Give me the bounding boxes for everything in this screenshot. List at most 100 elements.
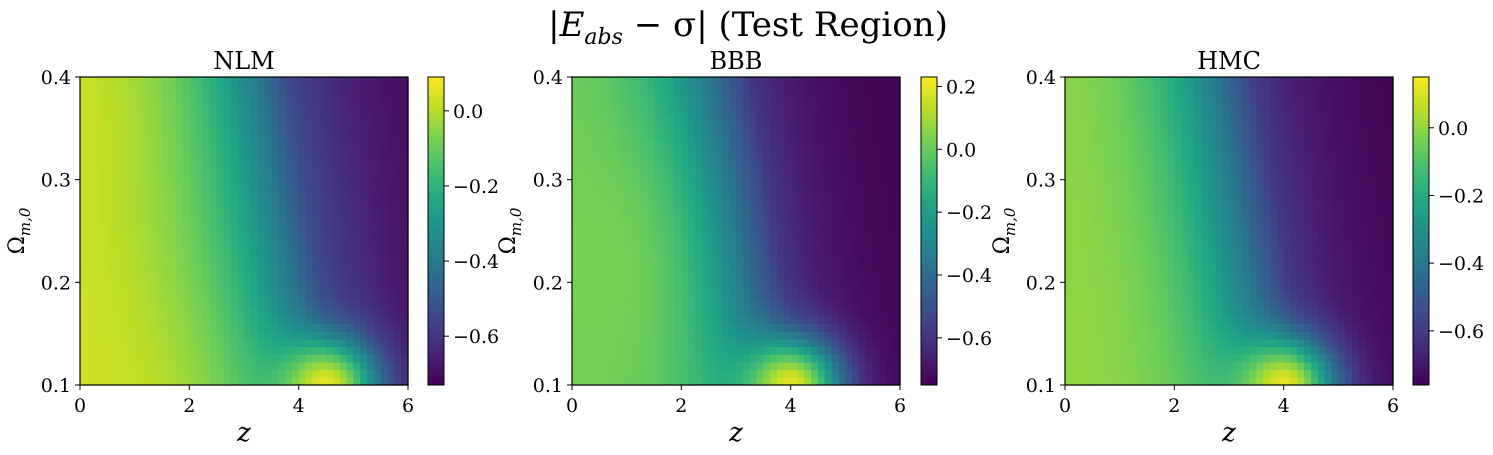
heatmap-cell (831, 354, 840, 363)
heatmap-cell (319, 184, 327, 194)
heatmap-cell (134, 315, 143, 324)
heatmap-cell (1071, 200, 1080, 209)
heatmap-cell (1194, 84, 1203, 93)
heatmap-cell (305, 92, 313, 101)
heatmap-cell (127, 192, 136, 201)
heatmap-cell (626, 292, 635, 301)
heatmap-cell (886, 300, 894, 309)
heatmap-cell (763, 107, 771, 117)
heatmap-cell (291, 308, 300, 317)
heatmap-cell (1106, 231, 1114, 240)
heatmap-cell (312, 192, 320, 201)
heatmap-cell (1106, 338, 1114, 348)
heatmap-cell (189, 184, 197, 194)
heatmap-cell (80, 300, 88, 309)
heatmap-cell (121, 331, 129, 340)
heatmap-cell (845, 92, 853, 101)
heatmap-cell (148, 107, 156, 117)
heatmap-cell (162, 292, 170, 301)
heatmap-cell (818, 169, 826, 178)
heatmap-cell (1222, 284, 1230, 294)
heatmap-cell (80, 284, 88, 294)
heatmap-cell (790, 308, 799, 317)
heatmap-cell (701, 354, 710, 363)
heatmap-cell (667, 354, 676, 363)
heatmap-cell (127, 369, 136, 378)
heatmap-cell (770, 223, 778, 232)
heatmap-cell (86, 354, 95, 363)
heatmap-cell (1229, 84, 1237, 93)
heatmap-cell (893, 292, 901, 301)
heatmap-cell (872, 115, 881, 124)
heatmap-cell (674, 77, 682, 86)
heatmap-cell (736, 184, 744, 194)
heatmap-cell (114, 300, 122, 309)
heatmap-cell (1112, 354, 1121, 363)
heatmap-cell (1119, 338, 1128, 348)
heatmap-cell (148, 169, 156, 178)
heatmap-cell (804, 192, 812, 201)
heatmap-cell (1078, 200, 1087, 209)
heatmap-cell (667, 84, 676, 93)
heatmap-cell (291, 107, 300, 117)
heatmap-cell (1112, 77, 1121, 86)
heatmap-cell (838, 92, 846, 101)
heatmap-cell (353, 238, 361, 247)
heatmap-cell (1229, 161, 1237, 170)
heatmap-cell (121, 130, 129, 140)
heatmap-cell (141, 377, 149, 386)
heatmap-cell (162, 300, 170, 309)
heatmap-cell (209, 292, 218, 301)
heatmap-cell (1222, 123, 1230, 132)
heatmap-cell (1201, 331, 1210, 340)
heatmap-cell (811, 161, 819, 170)
heatmap-cell (1078, 331, 1087, 340)
heatmap-cell (360, 292, 368, 301)
heatmap-cell (865, 238, 874, 247)
heatmap-cell (121, 308, 129, 317)
heatmap-cell (695, 308, 703, 317)
heatmap-cell (346, 277, 354, 286)
heatmap-cell (291, 277, 300, 286)
heatmap-cell (1099, 161, 1107, 170)
heatmap-cell (278, 100, 286, 109)
heatmap-cell (688, 377, 696, 386)
heatmap-cell (647, 192, 655, 201)
heatmap-cell (1194, 200, 1203, 209)
heatmap-cell (708, 115, 717, 124)
heatmap-cell (804, 207, 812, 217)
heatmap-cell (141, 254, 149, 263)
heatmap-cell (763, 377, 771, 386)
heatmap-cell (216, 254, 225, 263)
heatmap-cell (1153, 138, 1162, 147)
heatmap-cell (811, 292, 819, 301)
heatmap-cell (107, 354, 115, 363)
heatmap-cell (1215, 269, 1223, 278)
heatmap-cell (715, 315, 723, 324)
heatmap-cell (86, 184, 95, 194)
heatmap-cell (237, 292, 245, 301)
heatmap-cell (872, 138, 881, 147)
heatmap-cell (380, 315, 389, 324)
heatmap-cell (1229, 277, 1237, 286)
heatmap-cell (216, 161, 225, 170)
heatmap-cell (633, 223, 641, 232)
heatmap-cell (606, 254, 614, 263)
heatmap-cell (203, 223, 211, 232)
heatmap-cell (367, 369, 375, 378)
heatmap-cell (606, 77, 614, 86)
heatmap-cell (1147, 284, 1155, 294)
heatmap-cell (865, 369, 874, 378)
heatmap-cell (1147, 254, 1155, 263)
heatmap-cell (373, 184, 382, 194)
heatmap-cell (1119, 77, 1128, 86)
heatmap-cell (633, 177, 641, 186)
heatmap-cell (1153, 284, 1162, 294)
heatmap-cell (1174, 161, 1182, 170)
heatmap-cell (230, 300, 238, 309)
heatmap-cell (742, 107, 751, 117)
heatmap-cell (1167, 308, 1175, 317)
heatmap-cell (175, 308, 184, 317)
heatmap-cell (818, 84, 826, 93)
heatmap-cell (667, 184, 676, 194)
